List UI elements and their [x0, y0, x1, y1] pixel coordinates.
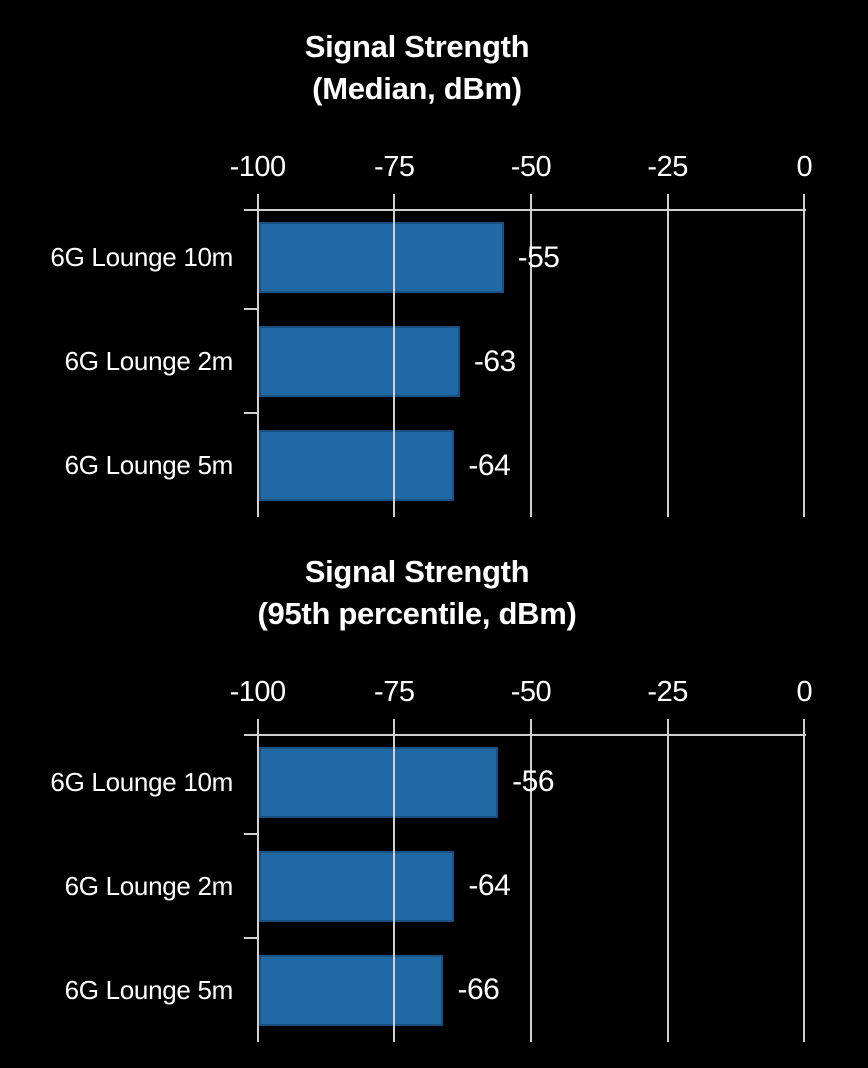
chart-title-line2: (Median, dBm) [312, 71, 522, 106]
x-axis-line [243, 733, 807, 736]
value-label-1: -63 [473, 344, 516, 378]
chart-title: Signal Strength (Median, dBm) [0, 26, 834, 110]
chart-median: Signal Strength (Median, dBm) -100 -75 -50 -2… [0, 0, 868, 520]
chart-title-line2: (95th percentile, dBm) [257, 595, 577, 631]
gridline--75 [393, 735, 396, 1042]
category-label-2: 6G Lounge 5m [64, 450, 234, 480]
x-tick-label--50: -50 [510, 675, 552, 708]
x-axis-line [243, 209, 807, 211]
value-label-0: -56 [512, 765, 554, 798]
y-tick-row-boundary-0 [243, 832, 258, 835]
y-tick-row-boundary-1 [243, 936, 258, 939]
chart-title: Signal Strength (95th percentile, dBm) [0, 551, 834, 635]
gridline--25 [666, 211, 669, 517]
x-tick--75 [393, 718, 396, 734]
category-label-0: 6G Lounge 10m [50, 242, 233, 272]
x-tick-label-0: 0 [796, 151, 813, 183]
x-tick-label--100: -100 [229, 675, 287, 708]
x-tick--75 [393, 194, 396, 209]
category-label-1: 6G Lounge 2m [64, 346, 234, 376]
x-tick--50 [529, 718, 532, 734]
bar-6g-lounge-5m [259, 954, 444, 1026]
value-label-0: -55 [517, 240, 560, 274]
bar-6g-lounge-2m [259, 850, 455, 922]
x-tick-label--25: -25 [647, 675, 688, 708]
gridline--75 [393, 211, 396, 517]
chart-title-line1: Signal Strength [304, 553, 530, 589]
x-tick--25 [666, 718, 669, 734]
bar-6g-lounge-5m [259, 430, 455, 501]
y-axis-line [257, 733, 260, 1042]
x-tick--100 [256, 194, 259, 209]
gridline--25 [666, 735, 669, 1042]
value-label-2: -64 [468, 448, 511, 482]
x-tick-0 [803, 194, 806, 209]
chart-title-line1: Signal Strength [304, 29, 530, 64]
bar-6g-lounge-10m [259, 222, 504, 293]
category-label-0: 6G Lounge 10m [50, 766, 233, 797]
x-tick-label--50: -50 [510, 151, 552, 183]
chart-95th-percentile: Signal Strength (95th percentile, dBm) -10… [0, 525, 868, 1045]
bar-6g-lounge-10m [259, 746, 499, 818]
y-tick-row-boundary-1 [243, 412, 258, 414]
gridline-0 [803, 211, 806, 517]
bar-6g-lounge-2m [259, 326, 460, 397]
y-axis-line [257, 209, 260, 517]
category-label-1: 6G Lounge 2m [64, 870, 234, 901]
gridline--50 [529, 735, 532, 1042]
gridline-0 [803, 735, 806, 1042]
x-tick-0 [803, 718, 806, 734]
x-tick--100 [256, 718, 259, 734]
gridline--50 [529, 211, 532, 517]
x-tick--50 [529, 194, 532, 209]
x-tick-label--75: -75 [374, 151, 415, 183]
x-tick-label--25: -25 [647, 151, 688, 183]
y-tick-row-boundary-0 [243, 308, 258, 310]
x-tick-label--100: -100 [229, 151, 287, 183]
x-tick-label-0: 0 [796, 675, 813, 708]
value-label-2: -66 [457, 973, 500, 1006]
value-label-1: -64 [468, 869, 511, 902]
x-tick--25 [666, 194, 669, 209]
x-tick-label--75: -75 [374, 675, 415, 708]
category-label-2: 6G Lounge 5m [64, 974, 234, 1005]
